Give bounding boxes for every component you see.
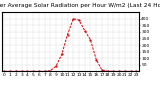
Text: Milwaukee Weather Average Solar Radiation per Hour W/m2 (Last 24 Hours): Milwaukee Weather Average Solar Radiatio… <box>0 3 160 8</box>
